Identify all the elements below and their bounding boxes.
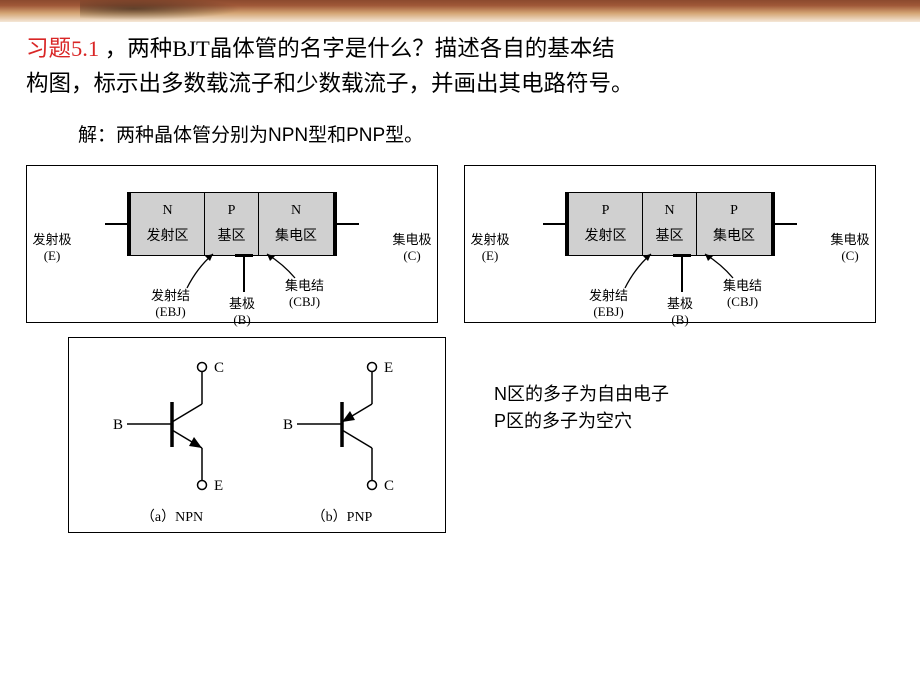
npn-caption: （a）NPN (141, 506, 203, 526)
question-label: 习题5.1 (26, 36, 99, 61)
region-type: P (730, 203, 738, 219)
pnp-base-region: N 基区 (643, 193, 697, 255)
label-cn: 发射结 (589, 288, 628, 303)
label-sym: (EBJ) (593, 304, 623, 319)
top-term-label: E (384, 360, 393, 376)
label-sym: (B) (233, 312, 250, 327)
emitter-wire (543, 223, 565, 225)
collector-wire (775, 223, 797, 225)
label-cn: 发射极 (470, 232, 509, 247)
region-name: 发射区 (147, 225, 189, 245)
label-sym: (B) (671, 312, 688, 327)
label-sym: (CBJ) (727, 294, 758, 309)
top-banner (0, 0, 920, 22)
npn-symbol-svg: C B E (107, 352, 237, 502)
pnp-junctions: 发射结 (EBJ) 集电结 (CBJ) 基极 (B) (475, 254, 865, 318)
npn-junctions: 发射结 (EBJ) 集电结 (CBJ) 基极 (B) (37, 254, 427, 318)
label-cn: 集电结 (723, 278, 762, 293)
pnp-caption: （b）PNP (312, 506, 373, 526)
pnp-structure-diagram: P 发射区 N 基区 P 集电区 发射极 (E) (464, 165, 876, 323)
label-cn: 基极 (229, 296, 255, 311)
emitter-wire (105, 223, 127, 225)
pnp-emitter-region: P 发射区 (569, 193, 643, 255)
base-label: 基极 (B) (667, 296, 693, 329)
label-sym: (EBJ) (155, 304, 185, 319)
npn-collector-region: N 集电区 (259, 193, 333, 255)
bottom-term-label: E (214, 478, 223, 494)
left-term-label: B (283, 417, 293, 433)
label-cn: 集电极 (392, 232, 431, 247)
answer-text: 解：两种晶体管分别为NPN型和PNP型。 (78, 120, 894, 147)
ebj-label: 发射结 (EBJ) (151, 288, 190, 321)
question-body-2: 构图，标示出多数载流子和少数载流子，并画出其电路符号。 (26, 71, 634, 96)
ebj-arrow-icon (177, 250, 227, 292)
question-text: 习题5.1 ，两种BJT晶体管的名字是什么？描述各自的基本结 构图，标示出多数载… (26, 32, 894, 102)
symbols-and-note-row: C B E （a）NPN E (26, 337, 894, 533)
circuit-symbols-box: C B E （a）NPN E (68, 337, 446, 533)
label-cn: 发射结 (151, 288, 190, 303)
region-name: 基区 (656, 225, 684, 245)
npn-regions: N 发射区 P 基区 N 集电区 (130, 192, 334, 256)
pnp-core: P 发射区 N 基区 P 集电区 (475, 192, 865, 256)
majority-carrier-note: N区的多子为自由电子 P区的多子为空穴 (494, 381, 669, 435)
label-sym: (CBJ) (289, 294, 320, 309)
pnp-symbol: E B C （b）PNP (277, 352, 407, 526)
ebj-arrow-icon (615, 250, 665, 292)
npn-emitter-region: N 发射区 (131, 193, 205, 255)
npn-structure-diagram: N 发射区 P 基区 N 集电区 发射极 (E) (26, 165, 438, 323)
left-term-label: B (113, 417, 123, 433)
ebj-label: 发射结 (EBJ) (589, 288, 628, 321)
base-label: 基极 (B) (229, 296, 255, 329)
bottom-term-label: C (384, 478, 394, 494)
slide-content: 习题5.1 ，两种BJT晶体管的名字是什么？描述各自的基本结 构图，标示出多数载… (0, 22, 920, 533)
npn-core: N 发射区 P 基区 N 集电区 (37, 192, 427, 256)
base-wire (243, 254, 245, 292)
note-line-1: N区的多子为自由电子 (494, 381, 669, 408)
region-type: N (162, 203, 172, 219)
region-type: N (291, 203, 301, 219)
label-cn: 集电结 (285, 278, 324, 293)
structure-diagrams-row: N 发射区 P 基区 N 集电区 发射极 (E) (26, 165, 894, 323)
region-name: 基区 (218, 225, 246, 245)
region-name: 发射区 (585, 225, 627, 245)
region-type: P (602, 203, 610, 219)
region-name: 集电区 (275, 225, 317, 245)
npn-symbol: C B E （a）NPN (107, 352, 237, 526)
region-type: N (664, 203, 674, 219)
top-term-label: C (214, 360, 224, 376)
base-wire (681, 254, 683, 292)
cbj-label: 集电结 (CBJ) (723, 278, 762, 311)
pnp-collector-region: P 集电区 (697, 193, 771, 255)
cbj-label: 集电结 (CBJ) (285, 278, 324, 311)
pnp-regions: P 发射区 N 基区 P 集电区 (568, 192, 772, 256)
question-body-1: ，两种BJT晶体管的名字是什么？描述各自的基本结 (99, 36, 615, 61)
label-cn: 集电极 (830, 232, 869, 247)
collector-wire (337, 223, 359, 225)
label-cn: 基极 (667, 296, 693, 311)
region-type: P (228, 203, 236, 219)
pnp-symbol-svg: E B C (277, 352, 407, 502)
note-line-2: P区的多子为空穴 (494, 408, 669, 435)
label-cn: 发射极 (32, 232, 71, 247)
npn-base-region: P 基区 (205, 193, 259, 255)
region-name: 集电区 (713, 225, 755, 245)
